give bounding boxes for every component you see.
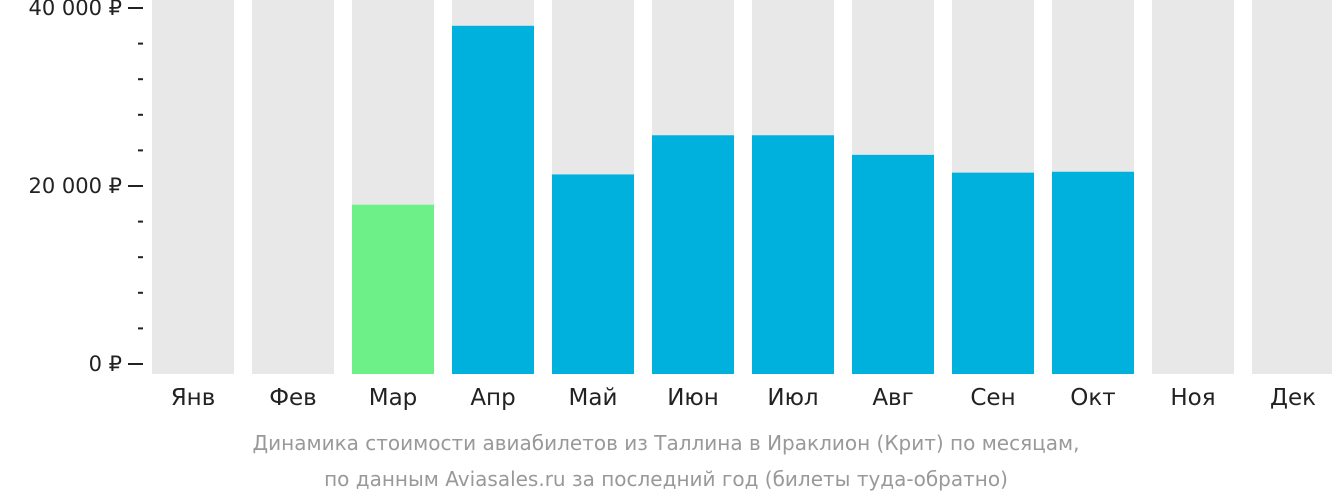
y-tick-label: 20 000 ₽ <box>28 174 122 198</box>
y-tick-label: 40 000 ₽ <box>28 0 122 20</box>
bar-background <box>1252 0 1332 374</box>
x-tick-label: Сен <box>970 385 1015 411</box>
bar <box>552 174 634 374</box>
bar <box>1052 171 1134 374</box>
chart-caption-line-1: Динамика стоимости авиабилетов из Таллин… <box>252 431 1080 455</box>
x-tick-label: Апр <box>470 385 515 411</box>
x-tick-label: Фев <box>269 385 317 411</box>
x-tick-label: Окт <box>1070 385 1115 411</box>
bar <box>852 154 934 374</box>
bar-background <box>152 0 234 374</box>
bar <box>952 172 1034 374</box>
x-tick-label: Май <box>569 385 618 411</box>
x-tick-label: Дек <box>1270 385 1316 411</box>
bar <box>352 204 434 374</box>
x-tick-label: Мар <box>369 385 418 411</box>
chart-caption-line-2: по данным Aviasales.ru за последний год … <box>324 467 1008 491</box>
bar <box>452 25 534 375</box>
bar-background <box>1152 0 1234 374</box>
bar <box>752 135 834 374</box>
x-tick-label: Июл <box>767 385 818 411</box>
x-tick-label: Ноя <box>1170 385 1215 411</box>
bar <box>652 135 734 374</box>
x-tick-label: Авг <box>872 385 913 411</box>
bar-background <box>252 0 334 374</box>
y-tick-label: 0 ₽ <box>89 352 122 376</box>
x-tick-label: Июн <box>667 385 719 411</box>
x-tick-label: Янв <box>171 385 216 411</box>
